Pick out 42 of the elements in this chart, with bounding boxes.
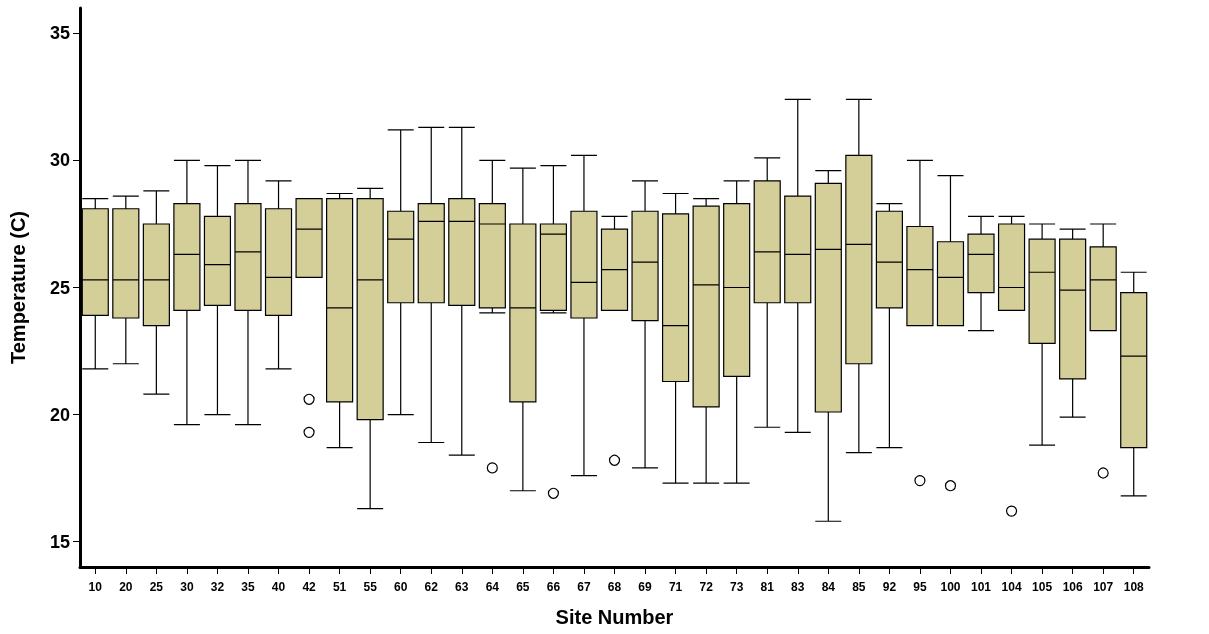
x-tick-label: 85 (852, 580, 866, 594)
y-tick-label: 20 (49, 404, 70, 425)
x-tick-label: 35 (241, 580, 255, 594)
y-axis-title: Temperature (C) (7, 211, 29, 364)
x-tick-label: 42 (302, 580, 317, 594)
x-tick-label: 51 (332, 580, 347, 594)
x-tick-label: 104 (1001, 580, 1022, 594)
x-tick-label: 66 (546, 580, 561, 594)
x-tick-label: 63 (455, 580, 469, 594)
x-tick-label: 40 (271, 580, 286, 594)
x-tick-label: 32 (210, 580, 225, 594)
x-tick-label: 69 (638, 580, 653, 594)
x-tick-label: 25 (149, 580, 164, 594)
x-tick-label: 100 (940, 580, 961, 594)
x-tick-label: 106 (1062, 580, 1083, 594)
x-tick-label: 67 (577, 580, 591, 594)
x-axis-title: Site Number (555, 606, 674, 628)
y-tick-label: 25 (49, 277, 70, 298)
x-tick-label: 95 (913, 580, 927, 594)
x-tick-label: 73 (729, 580, 744, 594)
x-tick-label: 10 (88, 580, 103, 594)
x-tick-label: 108 (1123, 580, 1145, 594)
x-tick-label: 64 (485, 580, 500, 594)
x-tick-label: 62 (424, 580, 439, 594)
x-tick-label: 81 (760, 580, 775, 594)
x-tick-label: 84 (821, 580, 836, 594)
x-tick-label: 30 (180, 580, 194, 594)
x-tick-label: 83 (791, 580, 805, 594)
x-tick-label: 55 (363, 580, 378, 594)
y-tick-label: 35 (49, 23, 70, 44)
x-tick-label: 105 (1032, 580, 1053, 594)
x-tick-label: 20 (119, 580, 133, 594)
x-tick-label: 68 (607, 580, 622, 594)
x-tick-label: 101 (971, 580, 992, 594)
x-tick-label: 65 (516, 580, 530, 594)
y-tick-label: 15 (49, 531, 70, 552)
y-tick-label: 30 (49, 150, 70, 171)
x-tick-label: 60 (394, 580, 408, 594)
x-tick-label: 92 (882, 580, 897, 594)
x-tick-label: 107 (1093, 580, 1114, 594)
x-tick-label: 71 (668, 580, 683, 594)
x-tick-label: 72 (699, 580, 714, 594)
